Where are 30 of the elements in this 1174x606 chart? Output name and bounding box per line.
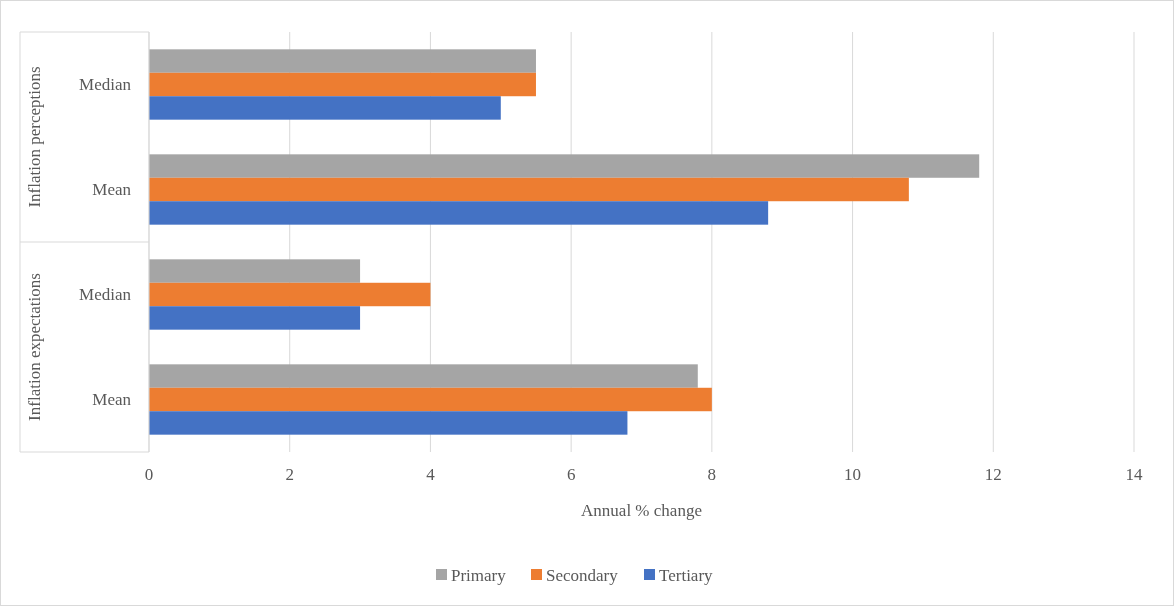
text: Inflation perceptions xyxy=(25,66,44,208)
bar xyxy=(149,201,769,225)
x-tick-label: 4 xyxy=(426,465,436,484)
bar xyxy=(149,49,536,73)
x-tick-label: 10 xyxy=(844,465,862,484)
bar xyxy=(149,282,431,307)
bar xyxy=(149,177,909,202)
legend-label: Tertiary xyxy=(659,565,714,585)
y-tick-label: Median xyxy=(79,75,132,95)
x-tick-label: 8 xyxy=(707,465,717,484)
y-tick-label: Mean xyxy=(92,390,132,410)
legend-label: Secondary xyxy=(546,565,619,585)
legend-label: Primary xyxy=(451,565,507,585)
bar xyxy=(149,259,361,283)
bar xyxy=(149,411,628,435)
x-tick-label: 12 xyxy=(984,465,1002,484)
x-tick-label: 14 xyxy=(1125,465,1143,484)
bar xyxy=(149,96,501,120)
x-axis-title: Annual % change xyxy=(581,501,702,520)
bar xyxy=(149,364,698,388)
x-tick-label: 6 xyxy=(566,465,576,484)
x-tick-label: 2 xyxy=(285,465,294,484)
bar xyxy=(149,154,980,178)
y-tick-label: Median xyxy=(79,285,132,305)
y-tick-label: Mean xyxy=(92,180,132,200)
bar xyxy=(149,72,536,97)
x-tick-label: 0 xyxy=(144,465,154,484)
bar xyxy=(149,387,712,412)
text: Inflation expectations xyxy=(25,273,44,421)
bar xyxy=(149,306,361,330)
